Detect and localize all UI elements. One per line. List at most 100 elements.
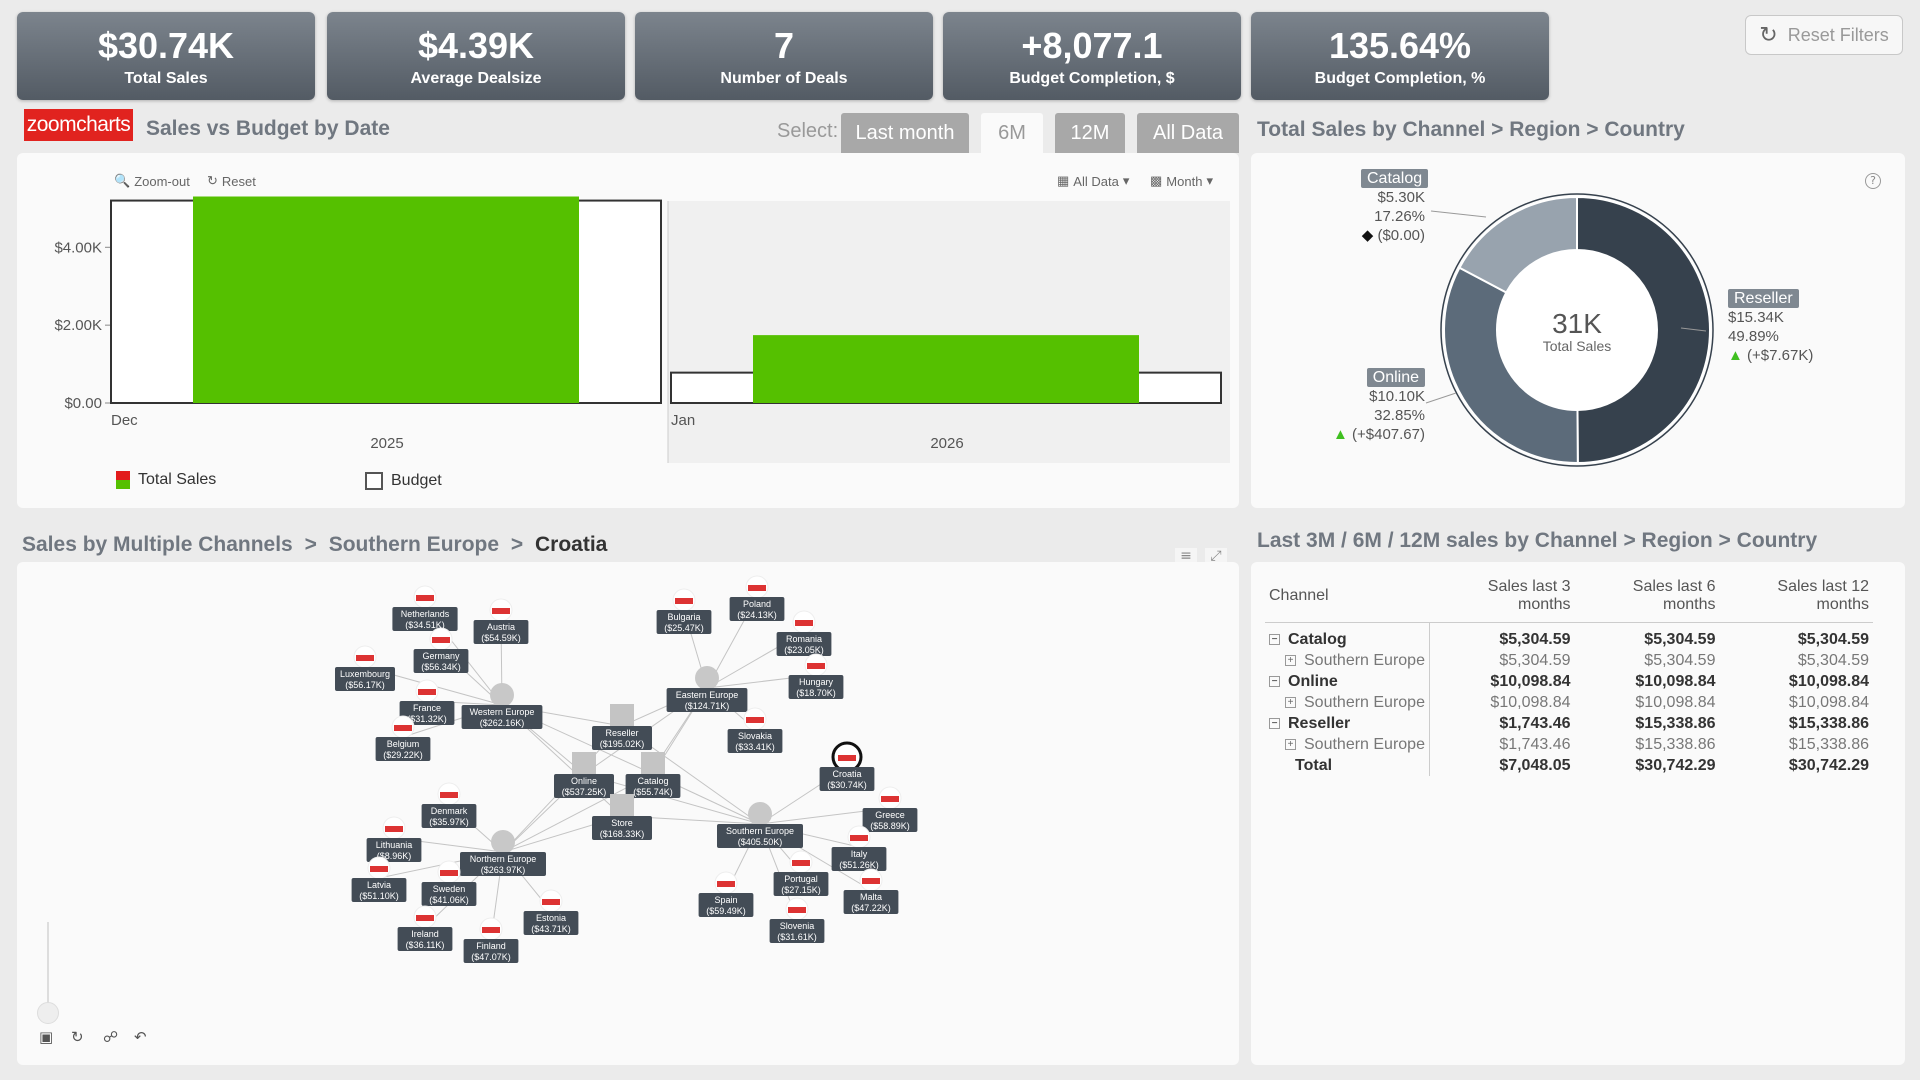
all-data-dropdown[interactable]: ▦ All Data ▾ (1057, 173, 1130, 189)
column-header[interactable]: Channel (1265, 574, 1430, 623)
network-node[interactable]: Romania($23.05K) (776, 610, 832, 656)
image-icon[interactable]: ▣ (39, 1028, 54, 1046)
network-node[interactable]: Luxembourg($56.17K) (335, 645, 395, 691)
flag-stripe (492, 608, 510, 614)
network-node[interactable]: Italy($51.26K) (831, 825, 887, 871)
flag-stripe (418, 689, 436, 695)
back-icon[interactable]: ↶ (134, 1028, 147, 1046)
up-triangle-icon: ▲ (1728, 347, 1743, 364)
network-node[interactable]: Slovenia($31.61K) (769, 897, 825, 943)
network-node[interactable]: Denmark($35.97K) (421, 782, 477, 828)
network-node[interactable]: Germany($56.34K) (413, 627, 469, 673)
network-node[interactable]: Portugal($27.15K) (773, 850, 829, 896)
network-node[interactable]: Slovakia($33.41K) (727, 707, 783, 753)
donut-center (1497, 250, 1657, 410)
node-label-box (831, 847, 887, 871)
network-node[interactable]: Southern Europe($405.50K) (717, 802, 803, 848)
zoom-out-icon: 🔍 (114, 173, 131, 188)
collapse-icon[interactable]: − (1269, 717, 1280, 729)
network-node[interactable]: Poland($24.13K) (729, 575, 785, 621)
period-6m-button[interactable]: 6M (981, 113, 1043, 153)
network-node[interactable]: Online($537.25K) (554, 752, 614, 798)
sales-budget-chart[interactable]: $0.00 $2.00K $4.00K Dec Jan 2025 2026 (17, 153, 1239, 473)
total-sales-bar[interactable] (193, 196, 579, 403)
table-row[interactable]: − Catalog $5,304.59 $5,304.59 $5,304.59 (1265, 622, 1873, 650)
y-tick-label: $4.00K (54, 239, 102, 256)
node-name: Bulgaria (667, 612, 700, 622)
node-name: Lithuania (376, 840, 413, 850)
node-name: Germany (422, 651, 460, 661)
collapse-icon[interactable]: − (1269, 634, 1280, 646)
column-header[interactable]: Sales last 3 months (1429, 574, 1575, 623)
reset-filters-button[interactable]: ↻ Reset Filters (1745, 15, 1903, 55)
network-node[interactable]: Estonia($43.71K) (523, 889, 579, 935)
table-row[interactable]: − Reseller $1,743.46 $15,338.86 $15,338.86 (1265, 713, 1873, 734)
channel-donut-chart[interactable]: 31K Total Sales (1251, 153, 1905, 508)
network-node[interactable]: France($31.32K) (399, 679, 455, 725)
month-dropdown[interactable]: ▩ Month ▾ (1150, 173, 1213, 189)
network-node[interactable]: Store($168.33K) (592, 794, 652, 840)
unlock-icon[interactable]: ☍ (103, 1028, 119, 1046)
network-node[interactable]: Belgium($29.22K) (375, 715, 431, 761)
help-icon[interactable]: ? (1865, 173, 1881, 189)
expand-icon[interactable]: + (1285, 738, 1296, 750)
refresh-icon[interactable]: ↻ (71, 1028, 84, 1046)
network-node[interactable]: Netherlands($34.51K) (392, 585, 458, 631)
chart-reset-button[interactable]: ↻ Reset (207, 173, 256, 189)
network-node[interactable]: Eastern Europe($124.71K) (666, 666, 748, 712)
expand-icon[interactable]: + (1285, 696, 1296, 708)
node-name: Portugal (784, 874, 818, 884)
network-node[interactable]: Bulgaria($25.47K) (656, 588, 712, 634)
node-label-box (843, 890, 899, 914)
node-label-box (523, 911, 579, 935)
network-node[interactable]: Ireland($36.11K) (397, 905, 453, 951)
legend-budget[interactable]: Budget (365, 472, 442, 490)
breadcrumb-item[interactable]: Southern Europe (328, 533, 500, 556)
network-node[interactable]: Malta($47.22K) (843, 868, 899, 914)
network-node[interactable]: Austria($54.59K) (473, 598, 529, 644)
node-value: ($47.22K) (851, 903, 891, 913)
collapse-icon[interactable]: − (1269, 675, 1280, 687)
column-header[interactable]: Sales last 12 months (1719, 574, 1873, 623)
network-node[interactable]: Spain($59.49K) (698, 871, 754, 917)
network-node[interactable]: Hungary($18.70K) (788, 653, 844, 699)
sales-budget-title: Sales vs Budget by Date (146, 117, 390, 140)
legend-total-sales[interactable]: Total Sales (116, 471, 216, 489)
node-value: ($51.26K) (839, 860, 879, 870)
node-value: ($27.15K) (781, 885, 821, 895)
network-node[interactable]: Northern Europe($263.97K) (460, 830, 546, 876)
table-row[interactable]: − Online $10,098.84 $10,098.84 $10,098.84 (1265, 671, 1873, 692)
network-node[interactable]: Latvia($51.10K) (351, 856, 407, 902)
expand-icon[interactable]: + (1285, 654, 1296, 666)
node-name: Southern Europe (726, 826, 794, 836)
period-12m-button[interactable]: 12M (1055, 113, 1125, 153)
network-node[interactable]: Catalog($55.74K) (625, 752, 681, 798)
network-node[interactable]: Croatia($30.74K) (819, 741, 875, 791)
network-node[interactable]: Finland($47.07K) (463, 917, 519, 963)
total-sales-bar[interactable] (753, 335, 1139, 403)
node-label-box (862, 808, 918, 832)
node-value: ($47.07K) (471, 952, 511, 962)
node-name: Denmark (431, 806, 468, 816)
zoom-slider-handle[interactable] (37, 1002, 59, 1024)
reset-filters-label: Reset Filters (1787, 24, 1889, 45)
column-header[interactable]: Sales last 6 months (1574, 574, 1720, 623)
network-node[interactable]: Sweden($41.06K) (421, 860, 477, 906)
node-value: ($25.47K) (664, 623, 704, 633)
table-row[interactable]: + Southern Europe $5,304.59 $5,304.59 $5,304… (1265, 650, 1873, 671)
table-row[interactable]: + Southern Europe $1,743.46 $15,338.86 $15,3… (1265, 734, 1873, 755)
bar-chart-icon: ▩ (1150, 173, 1163, 188)
period-all-data-button[interactable]: All Data (1137, 113, 1239, 153)
node-value: ($54.59K) (481, 633, 521, 643)
network-node[interactable]: Reseller($195.02K) (592, 704, 652, 750)
zoom-out-button[interactable]: 🔍 Zoom-out (114, 173, 190, 189)
network-chart[interactable]: Netherlands($34.51K) Austria($54.59K)Germ… (17, 562, 1239, 1065)
donut-slice-reseller[interactable] (1576, 195, 1711, 465)
network-node[interactable]: Lithuania($8.96K) (366, 816, 422, 862)
breadcrumb-item[interactable]: Sales by Multiple Channels (22, 533, 293, 556)
network-node[interactable]: Western Europe($262.16K) (461, 683, 543, 729)
network-node[interactable]: Greece($58.89K) (862, 786, 918, 832)
table-row[interactable]: + Southern Europe $10,098.84 $10,098.84 $10,… (1265, 692, 1873, 713)
period-last-month-button[interactable]: Last month (841, 113, 969, 153)
zoom-slider-track[interactable] (47, 922, 49, 1012)
